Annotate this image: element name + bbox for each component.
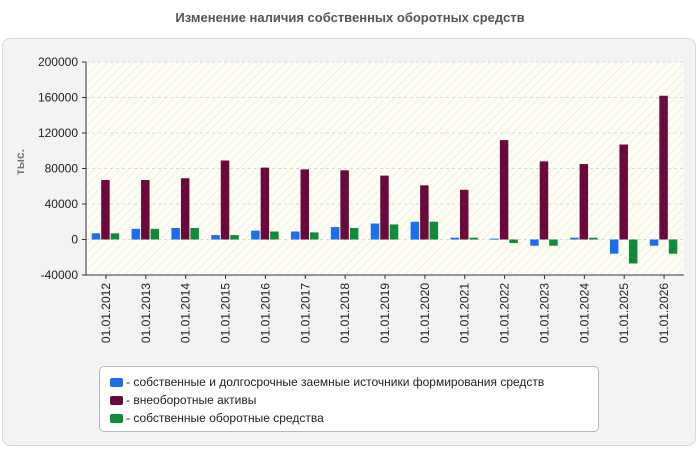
bar-series-2 [429, 221, 439, 240]
bar-series-0 [570, 237, 579, 240]
bar-series-1 [619, 144, 628, 240]
legend: - собственные и долгосрочные заемные ист… [99, 366, 599, 432]
bar-series-0 [649, 239, 659, 246]
y-tick-label: 120000 [38, 126, 78, 140]
x-tick-label: 01.01.2026 [657, 283, 671, 343]
bar-series-0 [609, 239, 619, 254]
bar-series-1 [220, 160, 230, 240]
y-tick-label: 80000 [45, 162, 79, 176]
bar-series-0 [91, 233, 101, 240]
bar-series-2 [589, 237, 598, 240]
legend-label-noncurrent: внеоборотные активы [133, 393, 257, 407]
bar-series-0 [131, 228, 141, 240]
x-tick-label: 01.01.2019 [378, 283, 392, 343]
bar-series-1 [459, 189, 469, 240]
y-axis-label: тыс. [13, 149, 27, 175]
bar-series-0 [171, 227, 180, 240]
bar-series-0 [490, 238, 499, 240]
bar-series-1 [340, 170, 349, 240]
bar-series-0 [251, 230, 260, 240]
bar-series-2 [628, 239, 638, 264]
bars [91, 95, 678, 264]
bar-series-1 [260, 167, 270, 240]
x-tick-label: 01.01.2024 [577, 283, 591, 343]
bar-series-2 [549, 239, 558, 246]
legend-label-sources: собственные и долгосрочные заемные источ… [133, 375, 545, 389]
legend-swatch-sources [110, 377, 123, 387]
plot-area [86, 62, 684, 275]
legend-item-noncurrent: - внеоборотные активы [110, 391, 598, 409]
x-tick-label: 01.01.2012 [99, 283, 113, 343]
y-tick-label: 160000 [38, 91, 78, 105]
bar-series-2 [509, 239, 518, 244]
bar-series-1 [141, 180, 150, 240]
y-tick-label: 0 [71, 233, 78, 247]
bar-series-1 [420, 185, 429, 240]
bar-series-2 [270, 231, 279, 240]
bar-series-1 [579, 164, 589, 240]
bar-series-1 [180, 178, 190, 240]
x-tick-label: 01.01.2023 [537, 283, 551, 343]
bar-series-0 [211, 235, 220, 240]
bar-series-1 [659, 95, 668, 240]
bar-series-0 [530, 239, 539, 246]
bar-series-0 [450, 237, 459, 240]
bar-series-1 [101, 180, 110, 240]
x-tick-label: 01.01.2022 [498, 283, 512, 343]
x-tick-label: 01.01.2014 [179, 283, 193, 343]
legend-item-sources: - собственные и долгосрочные заемные ист… [110, 373, 598, 391]
bar-series-1 [499, 140, 509, 240]
x-tick-label: 01.01.2025 [617, 283, 631, 343]
x-tick-label: 01.01.2015 [219, 283, 233, 343]
x-ticks: 01.01.2012 01.01.2013 01.01.2014 01.01.2015… [99, 275, 671, 343]
bar-series-1 [380, 175, 389, 240]
y-ticks: -40000 0 40000 80000 120000 160000 200000 [38, 55, 86, 282]
y-tick-label: -40000 [41, 268, 79, 282]
bar-series-2 [668, 239, 678, 254]
legend-item-working-capital: - собственные оборотные средства [110, 409, 598, 427]
bar-series-0 [410, 221, 420, 240]
bar-series-2 [469, 237, 478, 240]
bar-series-2 [110, 233, 120, 240]
bar-series-2 [190, 227, 199, 240]
bar-series-2 [349, 227, 359, 240]
bar-series-2 [389, 224, 399, 240]
bar-series-2 [230, 235, 239, 240]
x-tick-label: 01.01.2020 [418, 283, 432, 343]
chart-title: Изменение наличия собственных оборотных … [175, 10, 525, 25]
legend-swatch-noncurrent [110, 395, 123, 405]
bar-series-2 [150, 228, 160, 240]
x-tick-label: 01.01.2013 [139, 283, 153, 343]
bar-series-0 [291, 231, 300, 240]
bar-series-2 [310, 232, 319, 240]
x-tick-label: 01.01.2016 [258, 283, 272, 343]
x-tick-label: 01.01.2018 [338, 283, 352, 343]
x-tick-label: 01.01.2021 [458, 283, 472, 343]
bar-series-1 [300, 169, 310, 240]
legend-label-working-capital: собственные оборотные средства [133, 411, 324, 425]
bar-series-0 [370, 223, 380, 240]
y-tick-label: 40000 [45, 197, 79, 211]
x-tick-label: 01.01.2017 [298, 283, 312, 343]
y-tick-label: 200000 [38, 55, 78, 69]
legend-swatch-working-capital [110, 413, 123, 423]
bar-series-1 [539, 161, 549, 240]
bar-series-0 [330, 227, 340, 240]
